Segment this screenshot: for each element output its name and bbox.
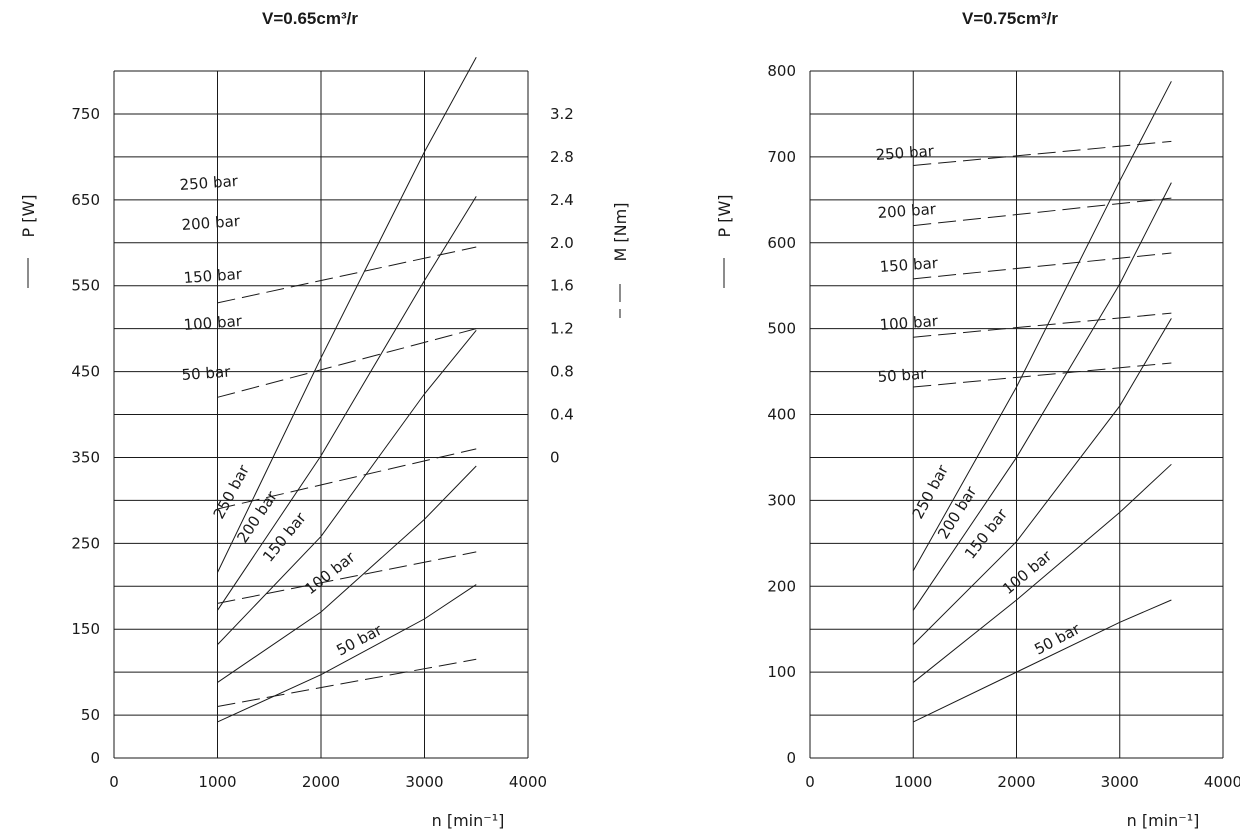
y2-tick-label: 0.8 [550,363,574,381]
torque-curve [217,246,477,304]
y-tick-label: 750 [71,105,100,123]
y2-tick-label: 2.8 [550,148,574,166]
torque-curve-label: 100 bar [183,312,243,334]
y-tick-label: 250 [71,534,100,552]
y-tick-label: 800 [767,62,796,80]
power-curve-label: 100 bar [301,548,359,599]
power-curve [912,182,1172,611]
torque-curve-label: 50 bar [181,363,232,384]
x-tick-label: 1000 [198,773,236,791]
torque-curve-label: 50 bar [877,365,928,386]
x-axis-label: n [min⁻¹] [432,811,505,830]
y-tick-label: 200 [767,577,796,595]
torque-curve-label: 100 bar [879,312,939,334]
power-curve [912,318,1172,645]
y-tick-label: 50 [81,706,100,724]
chart-title: V=0.75cm³/r [962,9,1058,28]
torque-curve-label: 150 bar [183,265,243,287]
y2-tick-label: 0.4 [550,406,574,424]
torque-curve [913,197,1172,227]
x-tick-label: 0 [109,773,119,791]
power-curve [912,81,1172,572]
y-tick-label: 550 [71,277,100,295]
y-axis-label: P [W] [19,194,38,237]
torque-curve-label: 250 bar [179,172,239,194]
x-axis-label: n [min⁻¹] [1127,811,1200,830]
torque-curve [913,312,1172,338]
y-tick-label: 350 [71,448,100,466]
power-curve [217,584,477,723]
y-tick-label: 450 [71,363,100,381]
y-tick-label: 150 [71,620,100,638]
torque-curve-label: 200 bar [877,200,937,222]
torque-curve-label: 200 bar [181,212,241,234]
power-curve [913,599,1172,723]
torque-curve [913,140,1172,166]
y-tick-label: 0 [90,749,100,767]
power-curve [217,465,477,683]
torque-curve [217,328,477,398]
power-curve [217,330,477,645]
torque-curve-label: 150 bar [879,254,939,276]
x-tick-label: 0 [805,773,815,791]
y2-tick-label: 2.4 [550,191,574,209]
torque-curve [217,658,477,707]
y2-tick-label: 1.6 [550,277,574,295]
y-axis-label: P [W] [715,194,734,237]
y-tick-label: 600 [767,234,796,252]
y2-tick-label: 1.2 [550,320,574,338]
torque-curve [913,362,1172,388]
x-tick-label: 3000 [1101,773,1139,791]
y2-tick-label: 2.0 [550,234,574,252]
chart-title: V=0.65cm³/r [262,9,358,28]
torque-curve-label: 250 bar [875,142,935,164]
x-tick-label: 2000 [302,773,340,791]
y-tick-label: 500 [767,320,796,338]
power-curve [217,196,477,611]
chart-v065: V=0.65cm³/r 0 1000 2000 3000 4000 0 50 150 250 350… [19,9,630,830]
x-tick-label: 3000 [405,773,443,791]
x-tick-label: 1000 [894,773,932,791]
power-curve [912,463,1172,683]
torque-curve [217,448,477,510]
y2-axis-label: M [Nm] [611,203,630,262]
y-tick-label: 300 [767,491,796,509]
y-tick-label: 100 [767,663,796,681]
y-tick-label: 0 [786,749,796,767]
y-tick-label: 650 [71,191,100,209]
x-tick-label: 2000 [997,773,1035,791]
torque-curve [913,252,1172,280]
y-tick-label: 400 [767,406,796,424]
y-tick-label: 700 [767,148,796,166]
chart-v075: V=0.75cm³/r 0 1000 2000 3000 4000 0 100 200 300 40… [715,9,1240,830]
x-tick-label: 4000 [1204,773,1240,791]
power-curve [217,57,477,573]
torque-curve [217,551,477,604]
y2-tick-label: 0 [550,448,560,466]
y2-tick-label: 3.2 [550,105,574,123]
x-tick-label: 4000 [509,773,547,791]
